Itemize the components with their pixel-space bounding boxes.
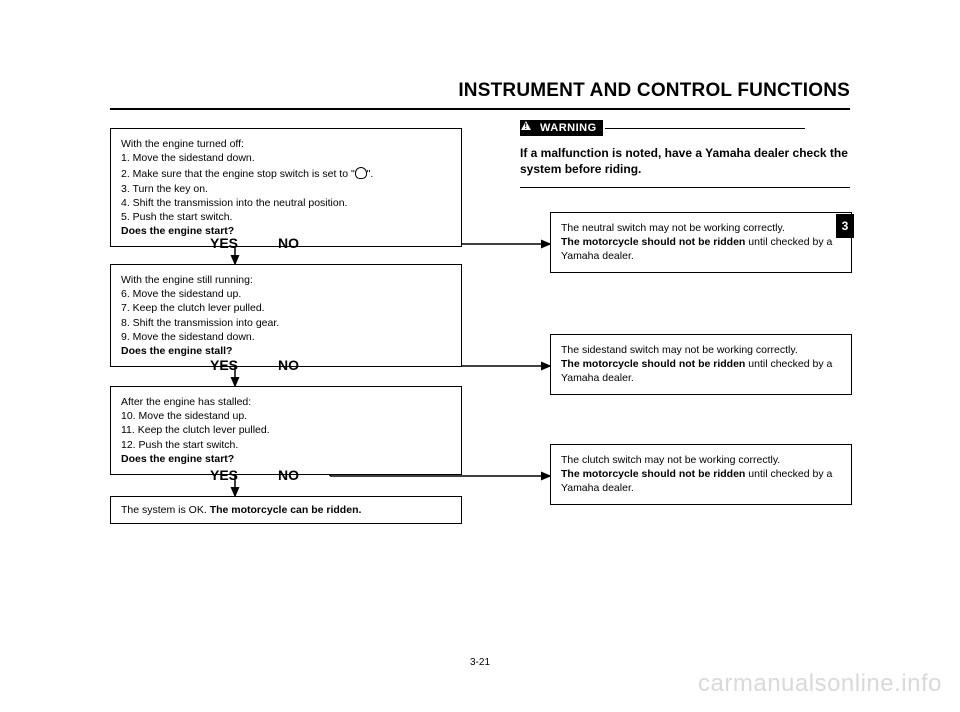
- decision-3: YES NO: [210, 467, 299, 483]
- warning-rule: [605, 128, 805, 129]
- box2-intro: With the engine still running:: [121, 273, 451, 287]
- box1-step5: 5. Push the start switch.: [121, 210, 451, 224]
- box1-step3: 3. Turn the key on.: [121, 182, 451, 196]
- box4-pre: The system is OK.: [121, 504, 210, 516]
- r1-line2: The motorcycle should not be ridden unti…: [561, 235, 841, 263]
- box1-step1: 1. Move the sidestand down.: [121, 151, 451, 165]
- r3-line1: The clutch switch may not be working cor…: [561, 453, 841, 467]
- warning-text: If a malfunction is noted, have a Yamaha…: [520, 145, 850, 177]
- warning-triangle-icon: !: [524, 122, 536, 134]
- page-number: 3-21: [0, 657, 960, 668]
- chapter-number: 3: [842, 219, 849, 233]
- box4-bold: The motorcycle can be ridden.: [210, 504, 362, 516]
- box2-step9: 9. Move the sidestand down.: [121, 330, 451, 344]
- warning-label: ! WARNING: [520, 120, 603, 136]
- result-box-2: The sidestand switch may not be working …: [550, 334, 852, 395]
- r2-line2: The motorcycle should not be ridden unti…: [561, 357, 841, 385]
- r1-line1: The neutral switch may not be working co…: [561, 221, 841, 235]
- section-header: INSTRUMENT AND CONTROL FUNCTIONS: [110, 80, 850, 110]
- flow-box-3: After the engine has stalled: 10. Move t…: [110, 386, 462, 475]
- box3-step11: 11. Keep the clutch lever pulled.: [121, 423, 451, 437]
- box2-step8: 8. Shift the transmission into gear.: [121, 316, 451, 330]
- warning-block: ! WARNING If a malfunction is noted, hav…: [520, 120, 850, 188]
- box1-step2: 2. Make sure that the engine stop switch…: [121, 165, 451, 181]
- box3-step10: 10. Move the sidestand up.: [121, 409, 451, 423]
- run-symbol-icon: [355, 167, 367, 179]
- yes-label: YES: [210, 235, 238, 251]
- watermark: carmanualsonline.info: [698, 670, 942, 698]
- warning-divider: [520, 187, 850, 188]
- content-area: With the engine turned off: 1. Move the …: [110, 120, 850, 642]
- flow-box-4: The system is OK. The motorcycle can be …: [110, 496, 462, 524]
- result-box-1: The neutral switch may not be working co…: [550, 212, 852, 273]
- yes-label: YES: [210, 357, 238, 373]
- box2-step7: 7. Keep the clutch lever pulled.: [121, 301, 451, 315]
- box2-step6: 6. Move the sidestand up.: [121, 287, 451, 301]
- box1-intro: With the engine turned off:: [121, 137, 451, 151]
- box3-question: Does the engine start?: [121, 452, 451, 466]
- box2-question: Does the engine stall?: [121, 344, 451, 358]
- box1-step4: 4. Shift the transmission into the neutr…: [121, 196, 451, 210]
- warning-label-text: WARNING: [540, 122, 597, 134]
- r3-line2: The motorcycle should not be ridden unti…: [561, 467, 841, 495]
- no-label: NO: [278, 235, 299, 251]
- flow-box-2: With the engine still running: 6. Move t…: [110, 264, 462, 367]
- svg-text:!: !: [524, 122, 527, 131]
- decision-2: YES NO: [210, 357, 299, 373]
- section-title: INSTRUMENT AND CONTROL FUNCTIONS: [458, 80, 850, 101]
- r2-line1: The sidestand switch may not be working …: [561, 343, 841, 357]
- box3-intro: After the engine has stalled:: [121, 395, 451, 409]
- box3-step12: 12. Push the start switch.: [121, 438, 451, 452]
- chapter-tab: 3: [836, 214, 854, 238]
- result-box-3: The clutch switch may not be working cor…: [550, 444, 852, 505]
- page: INSTRUMENT AND CONTROL FUNCTIONS: [0, 0, 960, 712]
- decision-1: YES NO: [210, 235, 299, 251]
- flow-box-1: With the engine turned off: 1. Move the …: [110, 128, 462, 247]
- no-label: NO: [278, 357, 299, 373]
- no-label: NO: [278, 467, 299, 483]
- yes-label: YES: [210, 467, 238, 483]
